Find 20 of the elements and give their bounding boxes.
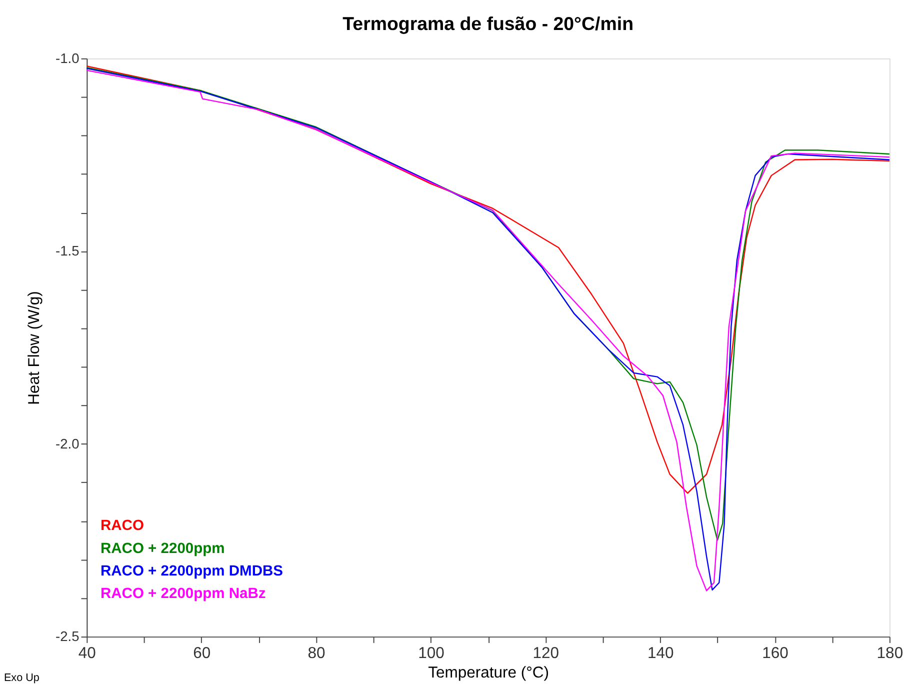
x-tick-label: 40 (78, 644, 96, 662)
y-tick-label: -1.0 (56, 50, 80, 66)
text: RACO (100, 518, 144, 534)
y-axis-title: Heat Flow (W/g) (26, 291, 43, 405)
x-tick-label: 80 (308, 644, 326, 662)
text: Exo Up (4, 672, 40, 684)
x-tick-label: 160 (762, 644, 789, 662)
x-tick-label: 180 (876, 644, 904, 662)
text: RACO + 2200ppm DMDBS (100, 564, 284, 580)
text: RACO + 2200ppm (100, 540, 225, 557)
x-tick-label: 120 (532, 644, 560, 662)
chart-title: Termograma de fusão - 20°C/min (342, 12, 634, 34)
y-tick-label: -1.5 (56, 244, 80, 259)
x-axis-title: Temperature (°C) (428, 664, 550, 682)
text: RACO + 2200ppm NaBz (100, 586, 266, 602)
x-tick-label: 140 (647, 644, 674, 662)
y-tick-label: -2.5 (56, 629, 80, 644)
x-tick-label: 100 (418, 644, 445, 662)
y-tick-label: -2.0 (56, 436, 80, 452)
x-tick-label: 60 (193, 644, 211, 662)
